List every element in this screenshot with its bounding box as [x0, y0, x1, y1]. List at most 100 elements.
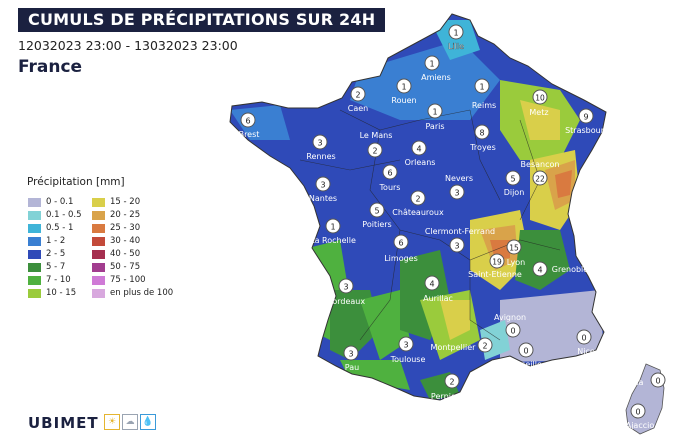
region-label: France: [18, 57, 83, 77]
legend-item: 7 - 10: [28, 274, 71, 286]
legend-item: 2 - 5: [28, 248, 65, 260]
sun-icon: ☀: [104, 414, 120, 430]
city-marker-saint-etienne: 19 Saint-Etienne: [468, 253, 522, 279]
city-value-paris: 1: [432, 108, 437, 117]
city-marker-perpignan: 2 Perpignan: [431, 373, 471, 401]
city-name-bordeaux: Bordeaux: [327, 297, 366, 306]
city-marker-lille: 1 Lille: [448, 24, 464, 51]
city-marker-avignon: 0 Avignon: [494, 313, 526, 338]
city-value-clermont-ferrand: 3: [454, 242, 459, 251]
city-marker-le-mans: 2 Le Mans: [360, 131, 393, 158]
city-marker-nantes: 3 Nantes: [309, 176, 337, 203]
city-name-strasbourg: Strasbourg: [565, 126, 609, 135]
city-value-rennes: 3: [317, 139, 322, 148]
city-marker-nevers: 3 Nevers: [445, 174, 473, 200]
city-marker-rennes: 3 Rennes: [306, 134, 336, 161]
drop-icon: 💧: [140, 414, 156, 430]
city-name-ajaccio: Ajaccio: [626, 421, 655, 430]
legend-label: 5 - 7: [46, 262, 66, 272]
city-value-orleans: 4: [416, 145, 421, 154]
city-name-grenoble: Grenoble: [552, 265, 589, 274]
legend-swatch: [92, 223, 105, 233]
city-name-rouen: Rouen: [391, 96, 416, 105]
legend-swatch: [28, 249, 41, 259]
city-value-grenoble: 4: [537, 266, 542, 275]
city-name-poitiers: Poitiers: [362, 220, 391, 229]
city-name-saint-etienne: Saint-Etienne: [468, 270, 522, 279]
city-marker-amiens: 1 Amiens: [421, 55, 451, 82]
city-marker-nice: 0 Nice: [576, 329, 595, 356]
city-name-limoges: Limoges: [384, 254, 418, 263]
legend-swatch: [92, 249, 105, 259]
legend-item: 0.1 - 0.5: [28, 209, 82, 221]
city-value-besancon: 22: [535, 175, 545, 184]
legend-label: 25 - 30: [110, 223, 141, 233]
legend-swatch: [92, 197, 105, 207]
city-value-saint-etienne: 19: [492, 258, 502, 267]
city-marker-paris: 1 Paris: [425, 103, 445, 131]
city-value-avignon: 0: [510, 327, 515, 336]
legend-label: 2 - 5: [46, 249, 66, 259]
city-value-strasbourg: 9: [583, 113, 588, 122]
legend-label: 1 - 2: [46, 236, 66, 246]
city-name-troyes: Troyes: [469, 143, 496, 152]
city-marker-toulouse: 3 Toulouse: [390, 336, 426, 364]
city-marker-grenoble: 4 Grenoble: [532, 261, 589, 277]
city-name-montpellier: Montpellier: [431, 343, 477, 352]
city-name-lille: Lille: [448, 42, 464, 51]
legend-item: 30 - 40: [92, 235, 140, 247]
city-value-rouen: 1: [401, 83, 406, 92]
city-value-tours: 6: [387, 169, 392, 178]
city-value-pau: 3: [348, 350, 353, 359]
city-name-brest: Brest: [239, 130, 260, 139]
city-name-nantes: Nantes: [309, 194, 337, 203]
city-value-ajaccio: 0: [635, 408, 640, 417]
city-marker-pau: 3 Pau: [343, 345, 359, 372]
legend-item: 0 - 0.1: [28, 196, 73, 208]
city-marker-troyes: 8 Troyes: [469, 124, 496, 152]
legend-item: 0.5 - 1: [28, 222, 73, 234]
city-marker-la-rochelle: 1 La Rochelle: [310, 218, 356, 245]
city-value-nantes: 3: [320, 181, 325, 190]
city-name-chateauroux: Châteauroux: [392, 208, 444, 217]
city-name-avignon: Avignon: [494, 313, 526, 322]
legend-label: 0.1 - 0.5: [46, 210, 82, 220]
city-value-bordeaux: 3: [343, 283, 348, 292]
legend-item: 15 - 20: [92, 196, 140, 208]
legend-label: 10 - 15: [46, 288, 77, 298]
legend-label: 7 - 10: [46, 275, 71, 285]
brand-logo: UBIMET: [28, 414, 99, 432]
legend-item: 1 - 2: [28, 235, 65, 247]
city-name-nevers: Nevers: [445, 174, 473, 183]
city-marker-montpellier: 2 Montpellier: [431, 337, 493, 353]
city-marker-rouen: 1 Rouen: [391, 78, 417, 105]
legend-swatch: [28, 223, 41, 233]
legend-label: 20 - 25: [110, 210, 141, 220]
city-name-toulouse: Toulouse: [390, 355, 426, 364]
city-name-lyon: Lyon: [507, 258, 525, 267]
legend-swatch: [28, 236, 41, 246]
city-value-brest: 6: [245, 117, 250, 126]
legend-label: 50 - 75: [110, 262, 141, 272]
legend-swatch: [92, 210, 105, 220]
city-marker-ajaccio: 0 Ajaccio: [626, 403, 655, 430]
legend-swatch: [28, 275, 41, 285]
city-name-clermont-ferrand: Clermont-Ferrand: [425, 227, 495, 236]
city-marker-metz: 10 Metz: [529, 89, 549, 117]
city-value-chateauroux: 2: [415, 195, 420, 204]
city-name-le-mans: Le Mans: [360, 131, 393, 140]
legend-title: Précipitation [mm]: [27, 176, 125, 188]
legend-swatch: [28, 210, 41, 220]
city-value-marseille: 0: [523, 347, 528, 356]
city-marker-limoges: 6 Limoges: [384, 234, 418, 263]
city-value-le-mans: 2: [372, 147, 377, 156]
legend: 0 - 0.1 0.1 - 0.5 0.5 - 1 1 - 2 2 - 5 5 …: [28, 196, 198, 306]
city-name-marseille: Marseille: [506, 360, 542, 369]
legend-swatch: [92, 262, 105, 272]
map-title: CUMULS DE PRÉCIPITATIONS SUR 24H: [18, 8, 386, 32]
legend-item: en plus de 100: [92, 287, 173, 299]
city-value-poitiers: 5: [374, 207, 379, 216]
legend-item: 40 - 50: [92, 248, 140, 260]
city-name-metz: Metz: [529, 108, 548, 117]
legend-label: 15 - 20: [110, 197, 141, 207]
